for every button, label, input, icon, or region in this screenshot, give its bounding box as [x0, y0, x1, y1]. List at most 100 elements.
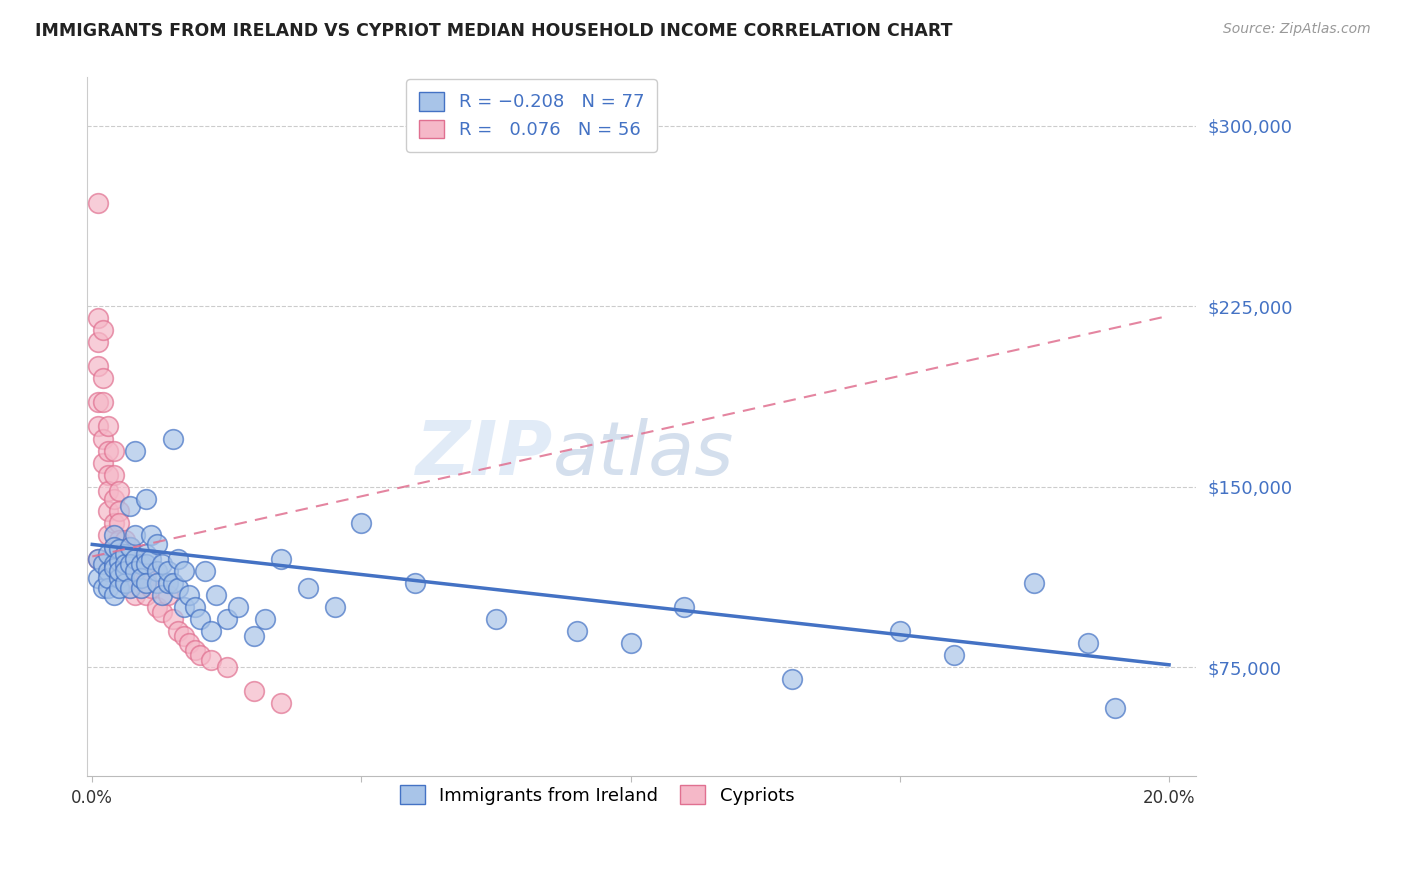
Point: [86, 195, 108, 210]
Point: [118, 557, 141, 571]
Point: [118, 499, 141, 513]
Point: [103, 528, 125, 542]
Point: [179, 636, 201, 650]
Point: [150, 605, 173, 619]
Point: [188, 612, 211, 626]
Point: [91, 395, 114, 409]
Point: [86, 552, 108, 566]
Point: [565, 624, 588, 638]
Point: [146, 564, 169, 578]
Point: [114, 557, 136, 571]
Point: [97, 564, 120, 578]
Point: [103, 540, 125, 554]
Point: [129, 571, 152, 585]
Point: [97, 443, 120, 458]
Text: ZIP: ZIP: [415, 417, 553, 491]
Point: [253, 612, 276, 626]
Point: [118, 581, 141, 595]
Point: [108, 581, 131, 595]
Point: [141, 528, 163, 542]
Point: [156, 588, 179, 602]
Text: Source: ZipAtlas.com: Source: ZipAtlas.com: [1223, 22, 1371, 37]
Point: [114, 547, 136, 561]
Point: [86, 395, 108, 409]
Point: [1104, 701, 1126, 715]
Point: [103, 467, 125, 482]
Point: [86, 311, 108, 326]
Point: [183, 600, 205, 615]
Point: [91, 432, 114, 446]
Point: [97, 467, 120, 482]
Point: [124, 588, 146, 602]
Point: [135, 576, 157, 591]
Point: [97, 547, 120, 561]
Point: [97, 528, 120, 542]
Text: IMMIGRANTS FROM IRELAND VS CYPRIOT MEDIAN HOUSEHOLD INCOME CORRELATION CHART: IMMIGRANTS FROM IRELAND VS CYPRIOT MEDIA…: [35, 22, 953, 40]
Point: [179, 588, 201, 602]
Point: [114, 564, 136, 578]
Point: [323, 600, 346, 615]
Point: [173, 629, 195, 643]
Point: [91, 557, 114, 571]
Point: [108, 571, 131, 585]
Point: [620, 636, 643, 650]
Point: [108, 554, 131, 568]
Point: [108, 552, 131, 566]
Point: [124, 552, 146, 566]
Point: [108, 484, 131, 499]
Point: [1077, 636, 1099, 650]
Point: [91, 581, 114, 595]
Point: [118, 581, 141, 595]
Point: [114, 533, 136, 547]
Point: [243, 684, 266, 698]
Point: [780, 672, 803, 686]
Point: [173, 564, 195, 578]
Point: [103, 516, 125, 530]
Point: [114, 552, 136, 566]
Point: [129, 581, 152, 595]
Point: [97, 571, 120, 585]
Point: [350, 516, 373, 530]
Point: [183, 643, 205, 657]
Point: [243, 629, 266, 643]
Point: [86, 419, 108, 434]
Point: [200, 624, 222, 638]
Point: [114, 564, 136, 578]
Point: [124, 564, 146, 578]
Point: [270, 696, 292, 710]
Point: [141, 552, 163, 566]
Point: [173, 600, 195, 615]
Point: [103, 491, 125, 506]
Point: [215, 660, 238, 674]
Point: [1024, 576, 1046, 591]
Point: [226, 600, 249, 615]
Point: [108, 533, 131, 547]
Point: [118, 557, 141, 571]
Point: [194, 564, 217, 578]
Point: [129, 564, 152, 578]
Point: [86, 552, 108, 566]
Point: [91, 323, 114, 337]
Point: [404, 576, 426, 591]
Legend: Immigrants from Ireland, Cypriots: Immigrants from Ireland, Cypriots: [389, 774, 806, 815]
Point: [141, 581, 163, 595]
Point: [146, 600, 169, 615]
Point: [135, 547, 157, 561]
Point: [205, 588, 228, 602]
Point: [889, 624, 911, 638]
Point: [114, 576, 136, 591]
Point: [135, 491, 157, 506]
Point: [103, 443, 125, 458]
Point: [86, 359, 108, 374]
Point: [91, 371, 114, 385]
Point: [188, 648, 211, 662]
Point: [156, 564, 179, 578]
Point: [103, 540, 125, 554]
Point: [485, 612, 508, 626]
Point: [124, 571, 146, 585]
Point: [673, 600, 696, 615]
Point: [200, 653, 222, 667]
Point: [108, 564, 131, 578]
Point: [162, 576, 184, 591]
Point: [215, 612, 238, 626]
